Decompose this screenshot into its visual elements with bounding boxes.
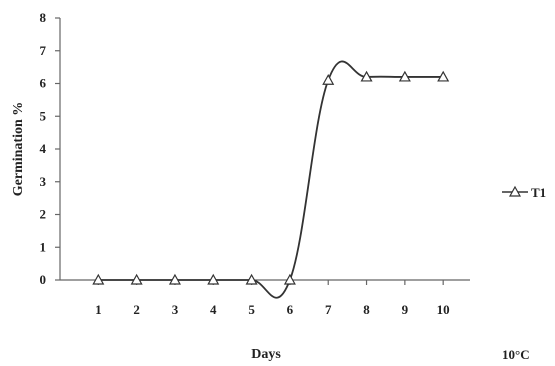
x-tick-label: 1: [95, 302, 102, 317]
x-tick-label: 5: [248, 302, 255, 317]
y-tick-label: 8: [40, 10, 47, 25]
y-tick-label: 5: [40, 108, 47, 123]
x-tick-label: 10: [437, 302, 450, 317]
temperature-annotation: 10°C: [502, 347, 530, 362]
y-tick-label: 0: [40, 272, 47, 287]
x-tick-label: 3: [172, 302, 179, 317]
data-point-marker: [283, 273, 296, 285]
series-line: [98, 60, 444, 299]
data-point-marker: [398, 70, 411, 82]
series-layer: [92, 60, 450, 299]
data-point-marker: [437, 70, 450, 82]
y-tick-label: 1: [40, 239, 47, 254]
x-tick-label: 4: [210, 302, 217, 317]
x-tick-label: 8: [363, 302, 370, 317]
legend-label: T1: [531, 185, 546, 200]
y-tick-label: 7: [40, 43, 47, 58]
x-axis-title: Days: [251, 347, 281, 362]
data-point-marker: [360, 70, 373, 82]
data-point-marker: [92, 273, 105, 285]
data-point-marker: [207, 273, 220, 285]
y-axis-title: Germination %: [11, 102, 26, 197]
x-tick-label: 6: [287, 302, 294, 317]
data-point-marker: [245, 273, 258, 285]
legend-marker: [508, 185, 522, 197]
y-tick-label: 2: [40, 207, 47, 222]
data-point-marker: [130, 273, 143, 285]
data-point-marker: [322, 73, 335, 85]
legend: T1: [502, 185, 546, 200]
x-tick-label: 7: [325, 302, 332, 317]
y-tick-label: 6: [40, 76, 47, 91]
y-ticks: 0 1 2 3 4 5 6 7 8: [40, 10, 60, 287]
data-point-marker: [168, 273, 181, 285]
x-ticks: 1 2 3 4 5 6 7 8 9 10: [95, 280, 450, 317]
x-tick-label: 9: [402, 302, 409, 317]
y-tick-label: 4: [40, 141, 47, 156]
x-tick-label: 2: [133, 302, 140, 317]
y-tick-label: 3: [40, 174, 47, 189]
